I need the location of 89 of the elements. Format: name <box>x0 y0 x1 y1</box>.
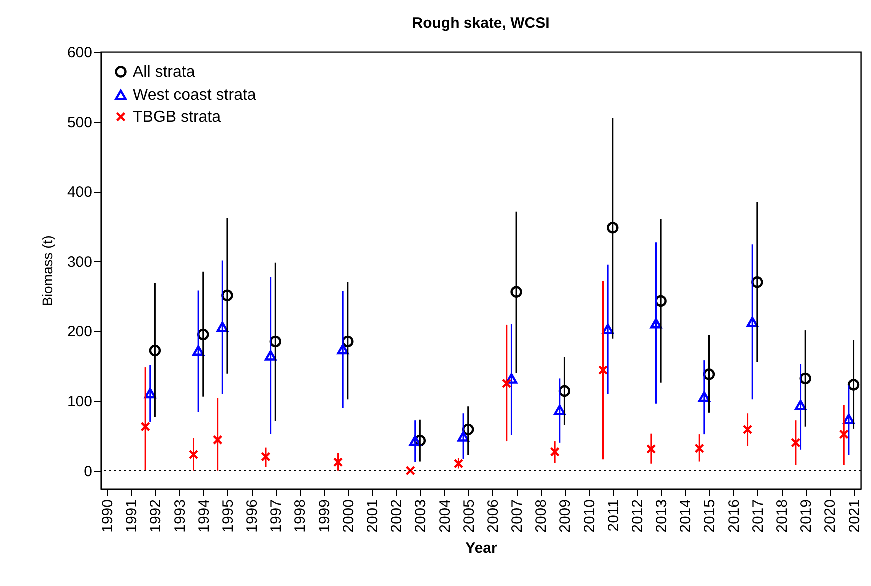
point <box>337 344 349 355</box>
x-tick-label: 2008 <box>533 500 550 533</box>
point <box>270 336 282 348</box>
legend-label: TBGB strata <box>133 109 222 126</box>
y-axis-title: Biomass (t) <box>39 236 56 306</box>
point <box>506 373 518 384</box>
point <box>462 424 474 436</box>
point <box>607 222 619 234</box>
x-tick-label: 2010 <box>581 500 598 533</box>
point <box>794 400 807 410</box>
x-tick-label: 2016 <box>726 500 743 533</box>
legend-label: West coast strata <box>133 87 256 104</box>
x-tick-label: 1992 <box>148 500 165 533</box>
point <box>843 414 855 424</box>
x-tick-label: 2015 <box>702 500 719 533</box>
point <box>791 438 801 448</box>
point <box>655 295 667 308</box>
point <box>222 290 234 302</box>
x-tick-label: 2020 <box>822 500 840 533</box>
x-tick-label: 1994 <box>196 500 213 533</box>
point <box>149 344 162 357</box>
point <box>800 372 812 385</box>
x-tick-label: 2003 <box>412 500 430 533</box>
point <box>703 368 716 380</box>
chart-title: Rough skate, WCSI <box>412 15 550 32</box>
point <box>216 322 228 332</box>
point <box>550 447 560 457</box>
point <box>646 444 656 454</box>
x-tick-label: 2002 <box>388 500 406 533</box>
x-tick-label: 1991 <box>124 500 141 533</box>
point <box>140 422 150 432</box>
point <box>848 379 860 391</box>
point <box>198 328 210 341</box>
x-tick-label: 2006 <box>484 500 502 533</box>
point <box>192 346 204 356</box>
x-tick-label: 2019 <box>798 500 816 533</box>
x-tick-label: 2021 <box>846 500 864 533</box>
x-tick-label: 2012 <box>629 500 646 533</box>
point <box>752 276 764 288</box>
x-tick-label: 2007 <box>509 500 526 533</box>
x-tick-label: 1999 <box>316 500 334 533</box>
point <box>839 430 850 440</box>
point <box>650 318 662 329</box>
x-tick-label: 2018 <box>774 500 792 533</box>
y-tick-label: 300 <box>67 254 92 271</box>
x-tick-label: 2005 <box>460 500 478 533</box>
point <box>602 324 614 334</box>
y-tick-label: 0 <box>84 463 92 480</box>
point <box>746 316 758 328</box>
y-tick-label: 600 <box>67 44 92 62</box>
point <box>698 392 710 402</box>
point <box>333 458 344 468</box>
x-tick-label: 1998 <box>292 500 310 533</box>
x-tick-label: 2001 <box>364 500 382 533</box>
legend-label: All strata <box>133 64 196 81</box>
y-tick-label: 400 <box>67 184 92 202</box>
x-tick-label: 1993 <box>172 500 189 533</box>
point <box>261 452 271 462</box>
point <box>598 365 608 376</box>
y-tick-label: 200 <box>67 324 92 341</box>
x-tick-label: 2013 <box>654 500 671 533</box>
point <box>694 444 704 454</box>
x-tick-label: 2000 <box>340 500 358 533</box>
x-tick-label: 2017 <box>750 500 767 533</box>
x-tick-label: 1997 <box>268 500 286 533</box>
x-axis-title: Year <box>466 540 498 557</box>
x-tick-label: 1995 <box>220 500 237 533</box>
x-tick-label: 1990 <box>100 500 117 533</box>
y-tick-label: 100 <box>67 394 92 411</box>
x-tick-label: 2014 <box>678 500 695 533</box>
point <box>188 450 199 460</box>
point <box>742 424 753 435</box>
point <box>510 286 522 298</box>
point <box>458 431 470 442</box>
x-tick-label: 1996 <box>244 500 262 533</box>
x-tick-label: 2004 <box>436 500 454 533</box>
point <box>264 350 277 361</box>
point <box>212 435 223 446</box>
point <box>410 436 422 446</box>
x-tick-label: 2011 <box>605 500 622 532</box>
point <box>144 388 156 399</box>
point <box>558 385 571 398</box>
y-tick-label: 500 <box>67 114 92 132</box>
x-tick-label: 2009 <box>557 500 574 533</box>
point <box>406 466 416 476</box>
point <box>454 458 464 469</box>
point <box>554 404 566 416</box>
point <box>414 435 426 447</box>
point <box>342 336 354 348</box>
